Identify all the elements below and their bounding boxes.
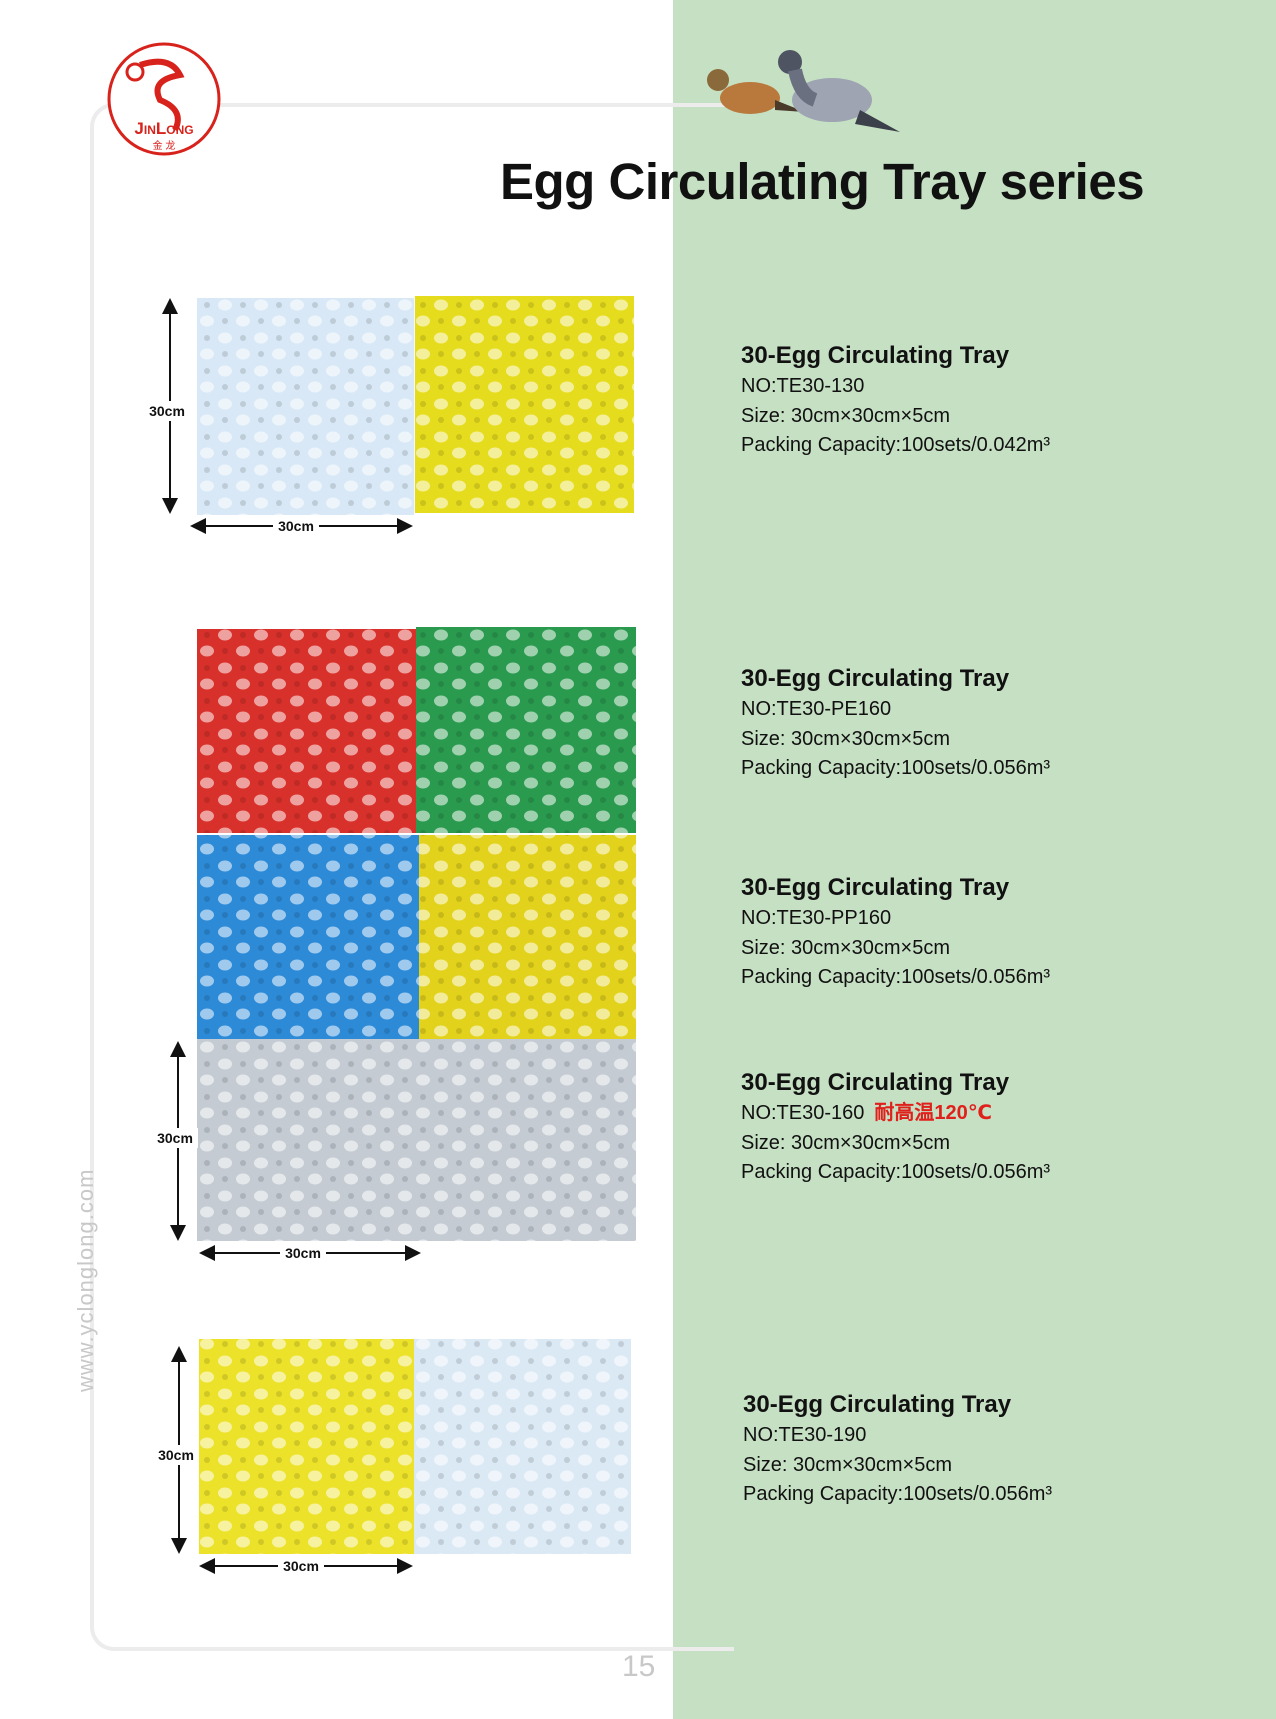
product-model: NO:TE30-PP160 [741, 907, 892, 929]
product-packing: Packing Capacity:100sets/0.056m³ [741, 757, 1051, 779]
product-name: 30-Egg Circulating Tray [741, 665, 1010, 692]
product-model: NO:TE30-PE160 [741, 698, 892, 720]
trays [197, 296, 636, 1554]
logo: JinLong 金 龙 [107, 42, 221, 156]
product-packing: Packing Capacity:100sets/0.042m³ [741, 434, 1051, 456]
product-info: 30-Egg Circulating Tray NO:TE30-190 Size… [743, 1389, 1052, 1510]
product-name: 30-Egg Circulating Tray [741, 874, 1010, 901]
product-size: Size: 30cm×30cm×5cm [743, 1453, 952, 1476]
product-info: 30-Egg Circulating Tray NO:TE30-PE160 Si… [741, 663, 1050, 784]
product-size: Size: 30cm×30cm×5cm [741, 727, 950, 750]
product-packing: Packing Capacity:100sets/0.056m³ [743, 1483, 1053, 1505]
dimension-labels: 30cm 30cm 30cm 30cm 30cm 30cm [144, 401, 326, 1575]
product-name: 30-Egg Circulating Tray [741, 342, 1010, 369]
product-info: 30-Egg Circulating Tray NO:TE30-130 Size… [741, 340, 1050, 461]
product-size: Size: 30cm×30cm×5cm [741, 936, 950, 959]
dimension-label: 30cm [158, 1447, 194, 1463]
product-note: 耐高温120℃ [874, 1102, 992, 1124]
page-title: Egg Circulating Tray series [500, 153, 1145, 210]
product-size: Size: 30cm×30cm×5cm [741, 404, 950, 427]
website: www.yclonglong.com [73, 1168, 98, 1392]
product-name: 30-Egg Circulating Tray [741, 1069, 1010, 1096]
dimension-label: 30cm [278, 518, 314, 534]
product-model-line: NO:TE30-160 耐高温120℃ [741, 1099, 1050, 1129]
dimension-label: 30cm [157, 1130, 193, 1146]
birds [707, 50, 900, 132]
logo-brand: JinLong [134, 119, 193, 138]
product-model: NO:TE30-130 [741, 375, 865, 397]
product-size: Size: 30cm×30cm×5cm [741, 1131, 950, 1154]
logo-chinese: 金 龙 [153, 139, 176, 152]
product-packing: Packing Capacity:100sets/0.056m³ [741, 966, 1051, 988]
dimension-label: 30cm [285, 1245, 321, 1261]
product-info: 30-Egg Circulating Tray NO:TE30-PP160 Si… [741, 872, 1050, 993]
product-info: 30-Egg Circulating Tray NO:TE30-160 耐高温12… [741, 1067, 1050, 1188]
dimension-label: 30cm [283, 1558, 319, 1574]
product-model: NO:TE30-160 [741, 1102, 865, 1124]
frame [90, 103, 734, 1651]
page-number: 15 [622, 1650, 656, 1683]
product-packing: Packing Capacity:100sets/0.056m³ [741, 1161, 1051, 1183]
product-model: NO:TE30-190 [743, 1424, 867, 1446]
green-panel [673, 0, 1276, 1719]
product-name: 30-Egg Circulating Tray [743, 1391, 1012, 1418]
dimension-label: 30cm [149, 403, 185, 419]
